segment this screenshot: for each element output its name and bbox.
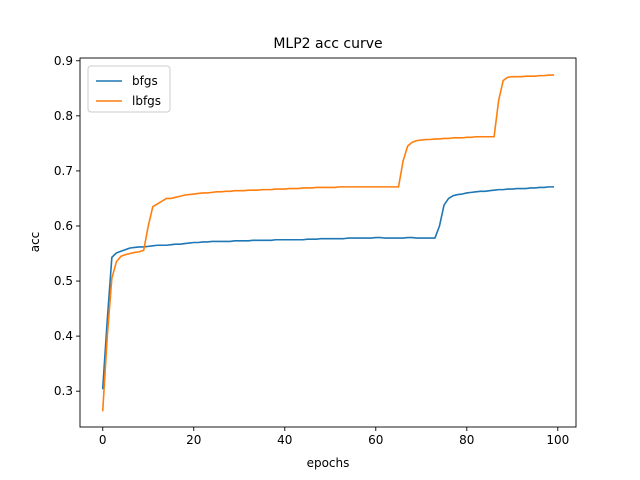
plot-area: 0 20 40 60 80 100 0.3 0.4 0.5 0.6 0.7 0.8 0.9 bfgs lbf… (54, 54, 577, 447)
y-axis-label: acc (28, 232, 42, 253)
legend: bfgs lbfgs (87, 65, 171, 113)
x-axis-label: epochs (307, 456, 350, 470)
x-tick-label: 100 (546, 433, 569, 447)
y-tick-label: 0.4 (54, 329, 73, 343)
y-tick-label: 0.7 (54, 164, 73, 178)
y-tick-label: 0.5 (54, 274, 73, 288)
axes-frame (79, 57, 577, 428)
chart-title: MLP2 acc curve (273, 36, 382, 52)
x-tick-label: 40 (277, 433, 292, 447)
y-tick-label: 0.8 (54, 109, 73, 123)
series-line-lbfgs (101, 74, 555, 412)
series-line-bfgs (101, 186, 555, 390)
x-tick-label: 0 (99, 433, 107, 447)
y-tick-label: 0.6 (54, 219, 73, 233)
x-tick-label: 20 (186, 433, 201, 447)
y-tick-label: 0.9 (54, 54, 73, 68)
x-tick-label: 80 (459, 433, 474, 447)
x-tick-label: 60 (368, 433, 383, 447)
legend-label-bfgs: bfgs (132, 74, 158, 88)
legend-label-lbfgs: lbfgs (132, 94, 161, 108)
y-tick-label: 0.3 (54, 384, 73, 398)
